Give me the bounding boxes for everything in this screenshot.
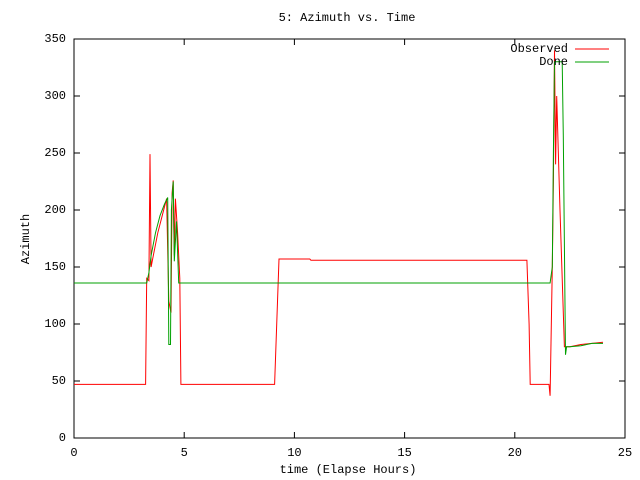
y-tick-label: 300 <box>44 89 66 103</box>
data-line <box>74 50 604 396</box>
x-tick-label: 10 <box>287 446 301 460</box>
x-axis-label: time (Elapse Hours) <box>280 463 417 477</box>
plot-border <box>73 38 626 439</box>
x-tick-label: 15 <box>397 446 411 460</box>
data-line <box>74 61 603 355</box>
x-tick-label: 5 <box>181 446 188 460</box>
y-tick-label: 50 <box>52 374 66 388</box>
legend-label: Observed <box>510 42 568 56</box>
y-tick-label: 100 <box>44 317 66 331</box>
legend-label: Done <box>539 55 568 69</box>
x-tick-label: 0 <box>70 446 77 460</box>
y-tick-label: 350 <box>44 32 66 46</box>
y-tick-label: 0 <box>59 431 66 445</box>
y-tick-label: 250 <box>44 146 66 160</box>
y-axis-label: Azimuth <box>19 214 33 264</box>
y-tick-label: 150 <box>44 260 66 274</box>
x-tick-label: 25 <box>618 446 632 460</box>
y-tick-label: 200 <box>44 203 66 217</box>
x-tick-label: 20 <box>508 446 522 460</box>
chart-title: 5: Azimuth vs. Time <box>279 11 416 25</box>
